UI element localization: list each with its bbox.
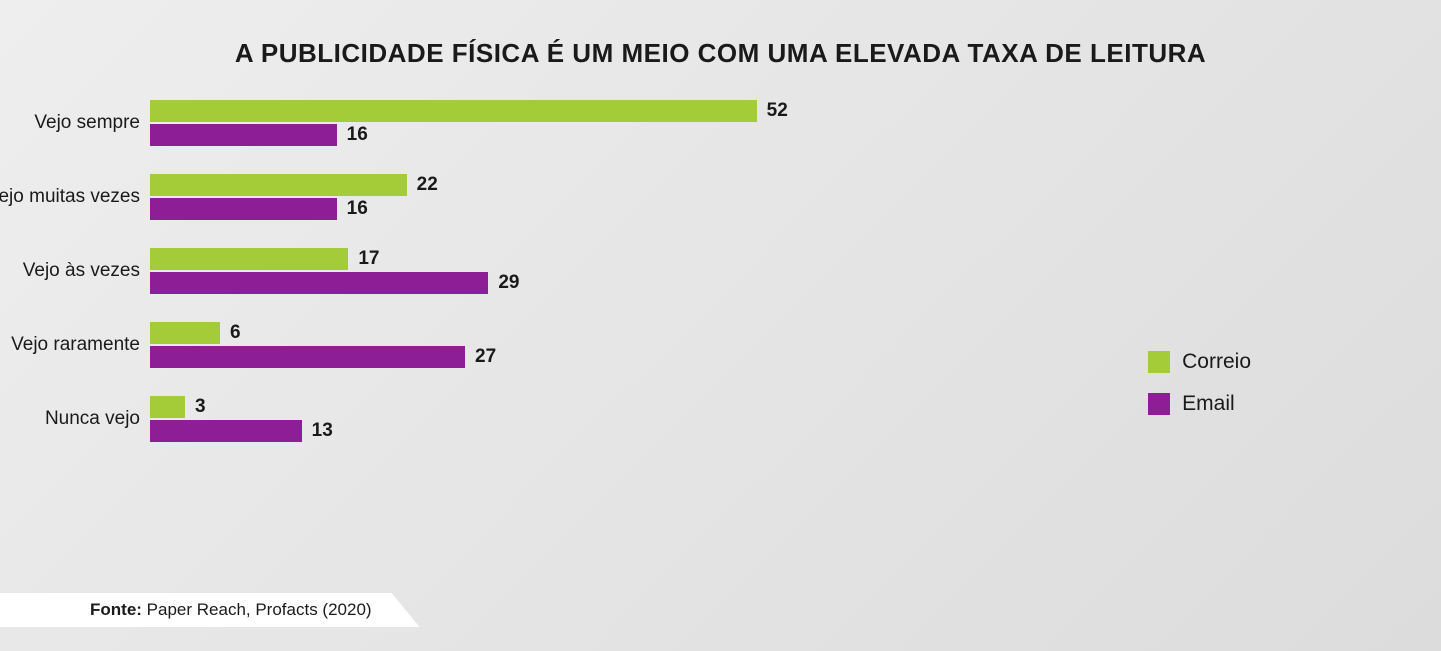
bar-email: 29 bbox=[150, 272, 488, 294]
category-label: Vejo raramente bbox=[0, 334, 140, 356]
bar-group: Nunca vejo313 bbox=[150, 396, 970, 442]
bar-correio: 6 bbox=[150, 322, 220, 344]
legend-label: Correio bbox=[1182, 350, 1251, 374]
category-label: Vejo às vezes bbox=[0, 260, 140, 282]
bar-email: 16 bbox=[150, 198, 337, 220]
source-strip: Fonte: Paper Reach, Profacts (2020) bbox=[0, 593, 420, 627]
bar-value-label: 16 bbox=[347, 198, 368, 220]
bar-value-label: 3 bbox=[195, 396, 206, 418]
bar-value-label: 13 bbox=[312, 420, 333, 442]
bar-email: 27 bbox=[150, 346, 465, 368]
bar-value-label: 16 bbox=[347, 124, 368, 146]
chart-plot-area: Vejo sempre5216 Vejo muitas vezes2216 Vejo… bbox=[150, 100, 970, 470]
source-label: Fonte: bbox=[90, 600, 142, 619]
chart-title: A PUBLICIDADE FÍSICA É UM MEIO COM UMA E… bbox=[0, 38, 1441, 69]
bar-value-label: 6 bbox=[230, 322, 241, 344]
source-text: Fonte: Paper Reach, Profacts (2020) bbox=[0, 600, 420, 620]
bar-value-label: 22 bbox=[417, 174, 438, 196]
source-value: Paper Reach, Profacts (2020) bbox=[147, 600, 372, 619]
bar-email: 13 bbox=[150, 420, 302, 442]
bar-value-label: 27 bbox=[475, 346, 496, 368]
bar-pair: Vejo sempre5216 bbox=[150, 100, 970, 146]
bar-correio: 22 bbox=[150, 174, 407, 196]
bar-value-label: 29 bbox=[498, 272, 519, 294]
bar-correio: 17 bbox=[150, 248, 348, 270]
legend-item-correio: Correio bbox=[1148, 350, 1251, 374]
bar-pair: Vejo muitas vezes2216 bbox=[150, 174, 970, 220]
bar-email: 16 bbox=[150, 124, 337, 146]
bar-group: Vejo às vezes1729 bbox=[150, 248, 970, 294]
category-label: Vejo muitas vezes bbox=[0, 186, 140, 208]
bar-pair: Nunca vejo313 bbox=[150, 396, 970, 442]
legend-swatch bbox=[1148, 351, 1170, 373]
legend-swatch bbox=[1148, 393, 1170, 415]
chart-legend: Correio Email bbox=[1148, 350, 1251, 434]
bar-correio: 3 bbox=[150, 396, 185, 418]
bar-value-label: 17 bbox=[358, 248, 379, 270]
bar-value-label: 52 bbox=[767, 100, 788, 122]
legend-item-email: Email bbox=[1148, 392, 1251, 416]
bar-group: Vejo sempre5216 bbox=[150, 100, 970, 146]
bar-correio: 52 bbox=[150, 100, 757, 122]
category-label: Vejo sempre bbox=[0, 112, 140, 134]
bar-pair: Vejo raramente627 bbox=[150, 322, 970, 368]
bar-group: Vejo raramente627 bbox=[150, 322, 970, 368]
bar-pair: Vejo às vezes1729 bbox=[150, 248, 970, 294]
legend-label: Email bbox=[1182, 392, 1235, 416]
bar-group: Vejo muitas vezes2216 bbox=[150, 174, 970, 220]
category-label: Nunca vejo bbox=[0, 408, 140, 430]
